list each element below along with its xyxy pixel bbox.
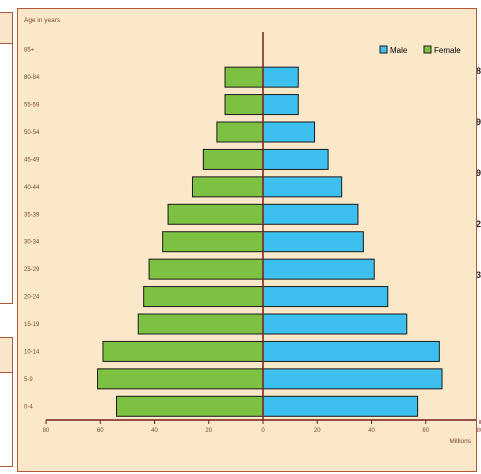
- x-tick-label: 80: [43, 428, 50, 434]
- female-bar: [97, 368, 264, 390]
- y-tick-label: 50-54: [24, 130, 40, 136]
- legend-swatch-male: [379, 45, 388, 54]
- y-tick-label: 35-39: [24, 212, 40, 218]
- y-tick-label: 45-49: [24, 157, 40, 163]
- female-bar: [216, 121, 264, 143]
- female-bar: [191, 176, 264, 198]
- female-bar: [224, 94, 264, 116]
- male-bar: [262, 258, 375, 280]
- left-cell-value: 2: [475, 219, 481, 229]
- y-tick-label: 30-34: [24, 240, 40, 246]
- female-bar: [148, 258, 264, 280]
- x-axis-title: Millions: [449, 438, 471, 445]
- male-bar: [262, 203, 359, 225]
- female-bar: [224, 66, 264, 88]
- left-cell-value: 8: [475, 66, 481, 76]
- male-bar: [262, 148, 329, 170]
- x-tick-label: 60: [422, 428, 429, 434]
- left-table-panel-top: [0, 12, 13, 304]
- y-tick-label: 80-84: [24, 75, 40, 81]
- y-tick-label: 20-24: [24, 295, 40, 301]
- left-cell-value: 9: [475, 168, 481, 178]
- male-bar: [262, 395, 419, 417]
- y-tick-label: 85+: [24, 48, 35, 54]
- y-axis-title: Age in years: [24, 17, 61, 24]
- female-bar: [167, 203, 264, 225]
- male-bar: [262, 313, 408, 335]
- y-tick-label: 55-59: [24, 103, 40, 109]
- female-bar: [143, 286, 264, 308]
- x-tick-label: 0: [261, 428, 265, 434]
- y-tick-label: 5-9: [24, 377, 33, 383]
- x-tick-label: 20: [314, 428, 321, 434]
- female-bar: [137, 313, 264, 335]
- y-tick-label: 15-19: [24, 322, 40, 328]
- male-bar: [262, 121, 316, 143]
- male-bar: [262, 368, 443, 390]
- male-bar: [262, 286, 389, 308]
- male-bar: [262, 340, 440, 362]
- y-tick-label: 0-4: [24, 404, 33, 410]
- x-tick-label: 80: [477, 428, 481, 434]
- x-tick-label: 40: [368, 428, 375, 434]
- y-tick-label: 40-44: [24, 185, 40, 191]
- female-bar: [102, 340, 264, 362]
- legend-label-male: Male: [390, 46, 408, 55]
- y-tick-label: 25-29: [24, 267, 40, 273]
- left-cell-value: 9: [475, 117, 481, 127]
- left-table-header-bottom: [0, 338, 12, 373]
- legend-label-female: Female: [434, 46, 461, 55]
- left-cell-value: 3: [475, 270, 481, 280]
- x-tick-label: 20: [205, 428, 212, 434]
- x-tick-label: 40: [151, 428, 158, 434]
- female-bar: [116, 395, 264, 417]
- legend-swatch-female: [423, 45, 432, 54]
- male-bar: [262, 94, 299, 116]
- left-table-panel-bottom: [0, 337, 13, 467]
- x-tick-label: 60: [97, 428, 104, 434]
- y-tick-label: 10-14: [24, 349, 40, 355]
- male-bar: [262, 176, 343, 198]
- left-table-header-top: [0, 13, 12, 44]
- female-bar: [202, 148, 264, 170]
- male-bar: [262, 66, 299, 88]
- male-bar: [262, 231, 364, 253]
- female-bar: [162, 231, 264, 253]
